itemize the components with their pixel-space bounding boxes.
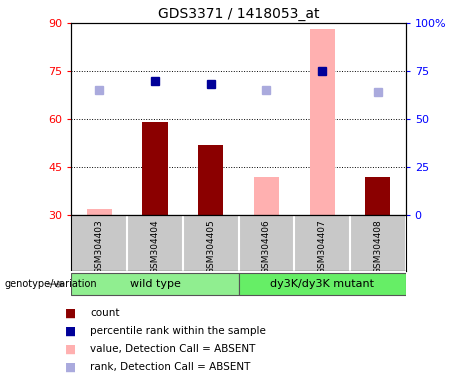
- Text: ■: ■: [65, 324, 76, 338]
- Bar: [310, 30, 335, 215]
- Text: GSM304403: GSM304403: [95, 220, 104, 274]
- Text: GSM304408: GSM304408: [373, 220, 382, 274]
- Bar: [87, 209, 112, 215]
- Text: wild type: wild type: [130, 279, 180, 289]
- Text: ■: ■: [65, 343, 76, 356]
- Bar: [254, 177, 279, 215]
- Text: genotype/variation: genotype/variation: [5, 279, 97, 289]
- Bar: [365, 177, 390, 215]
- Bar: [198, 145, 223, 215]
- Bar: [142, 122, 167, 215]
- FancyBboxPatch shape: [71, 273, 238, 295]
- Text: GSM304405: GSM304405: [206, 220, 215, 274]
- Text: dy3K/dy3K mutant: dy3K/dy3K mutant: [270, 279, 374, 289]
- Text: GSM304406: GSM304406: [262, 220, 271, 274]
- Text: count: count: [90, 308, 119, 318]
- FancyBboxPatch shape: [238, 273, 406, 295]
- Text: value, Detection Call = ABSENT: value, Detection Call = ABSENT: [90, 344, 255, 354]
- Text: rank, Detection Call = ABSENT: rank, Detection Call = ABSENT: [90, 362, 250, 372]
- Text: ■: ■: [65, 306, 76, 319]
- Text: GSM304407: GSM304407: [318, 220, 327, 274]
- Text: ■: ■: [65, 361, 76, 374]
- Title: GDS3371 / 1418053_at: GDS3371 / 1418053_at: [158, 7, 319, 21]
- Text: GSM304404: GSM304404: [150, 220, 160, 274]
- Text: percentile rank within the sample: percentile rank within the sample: [90, 326, 266, 336]
